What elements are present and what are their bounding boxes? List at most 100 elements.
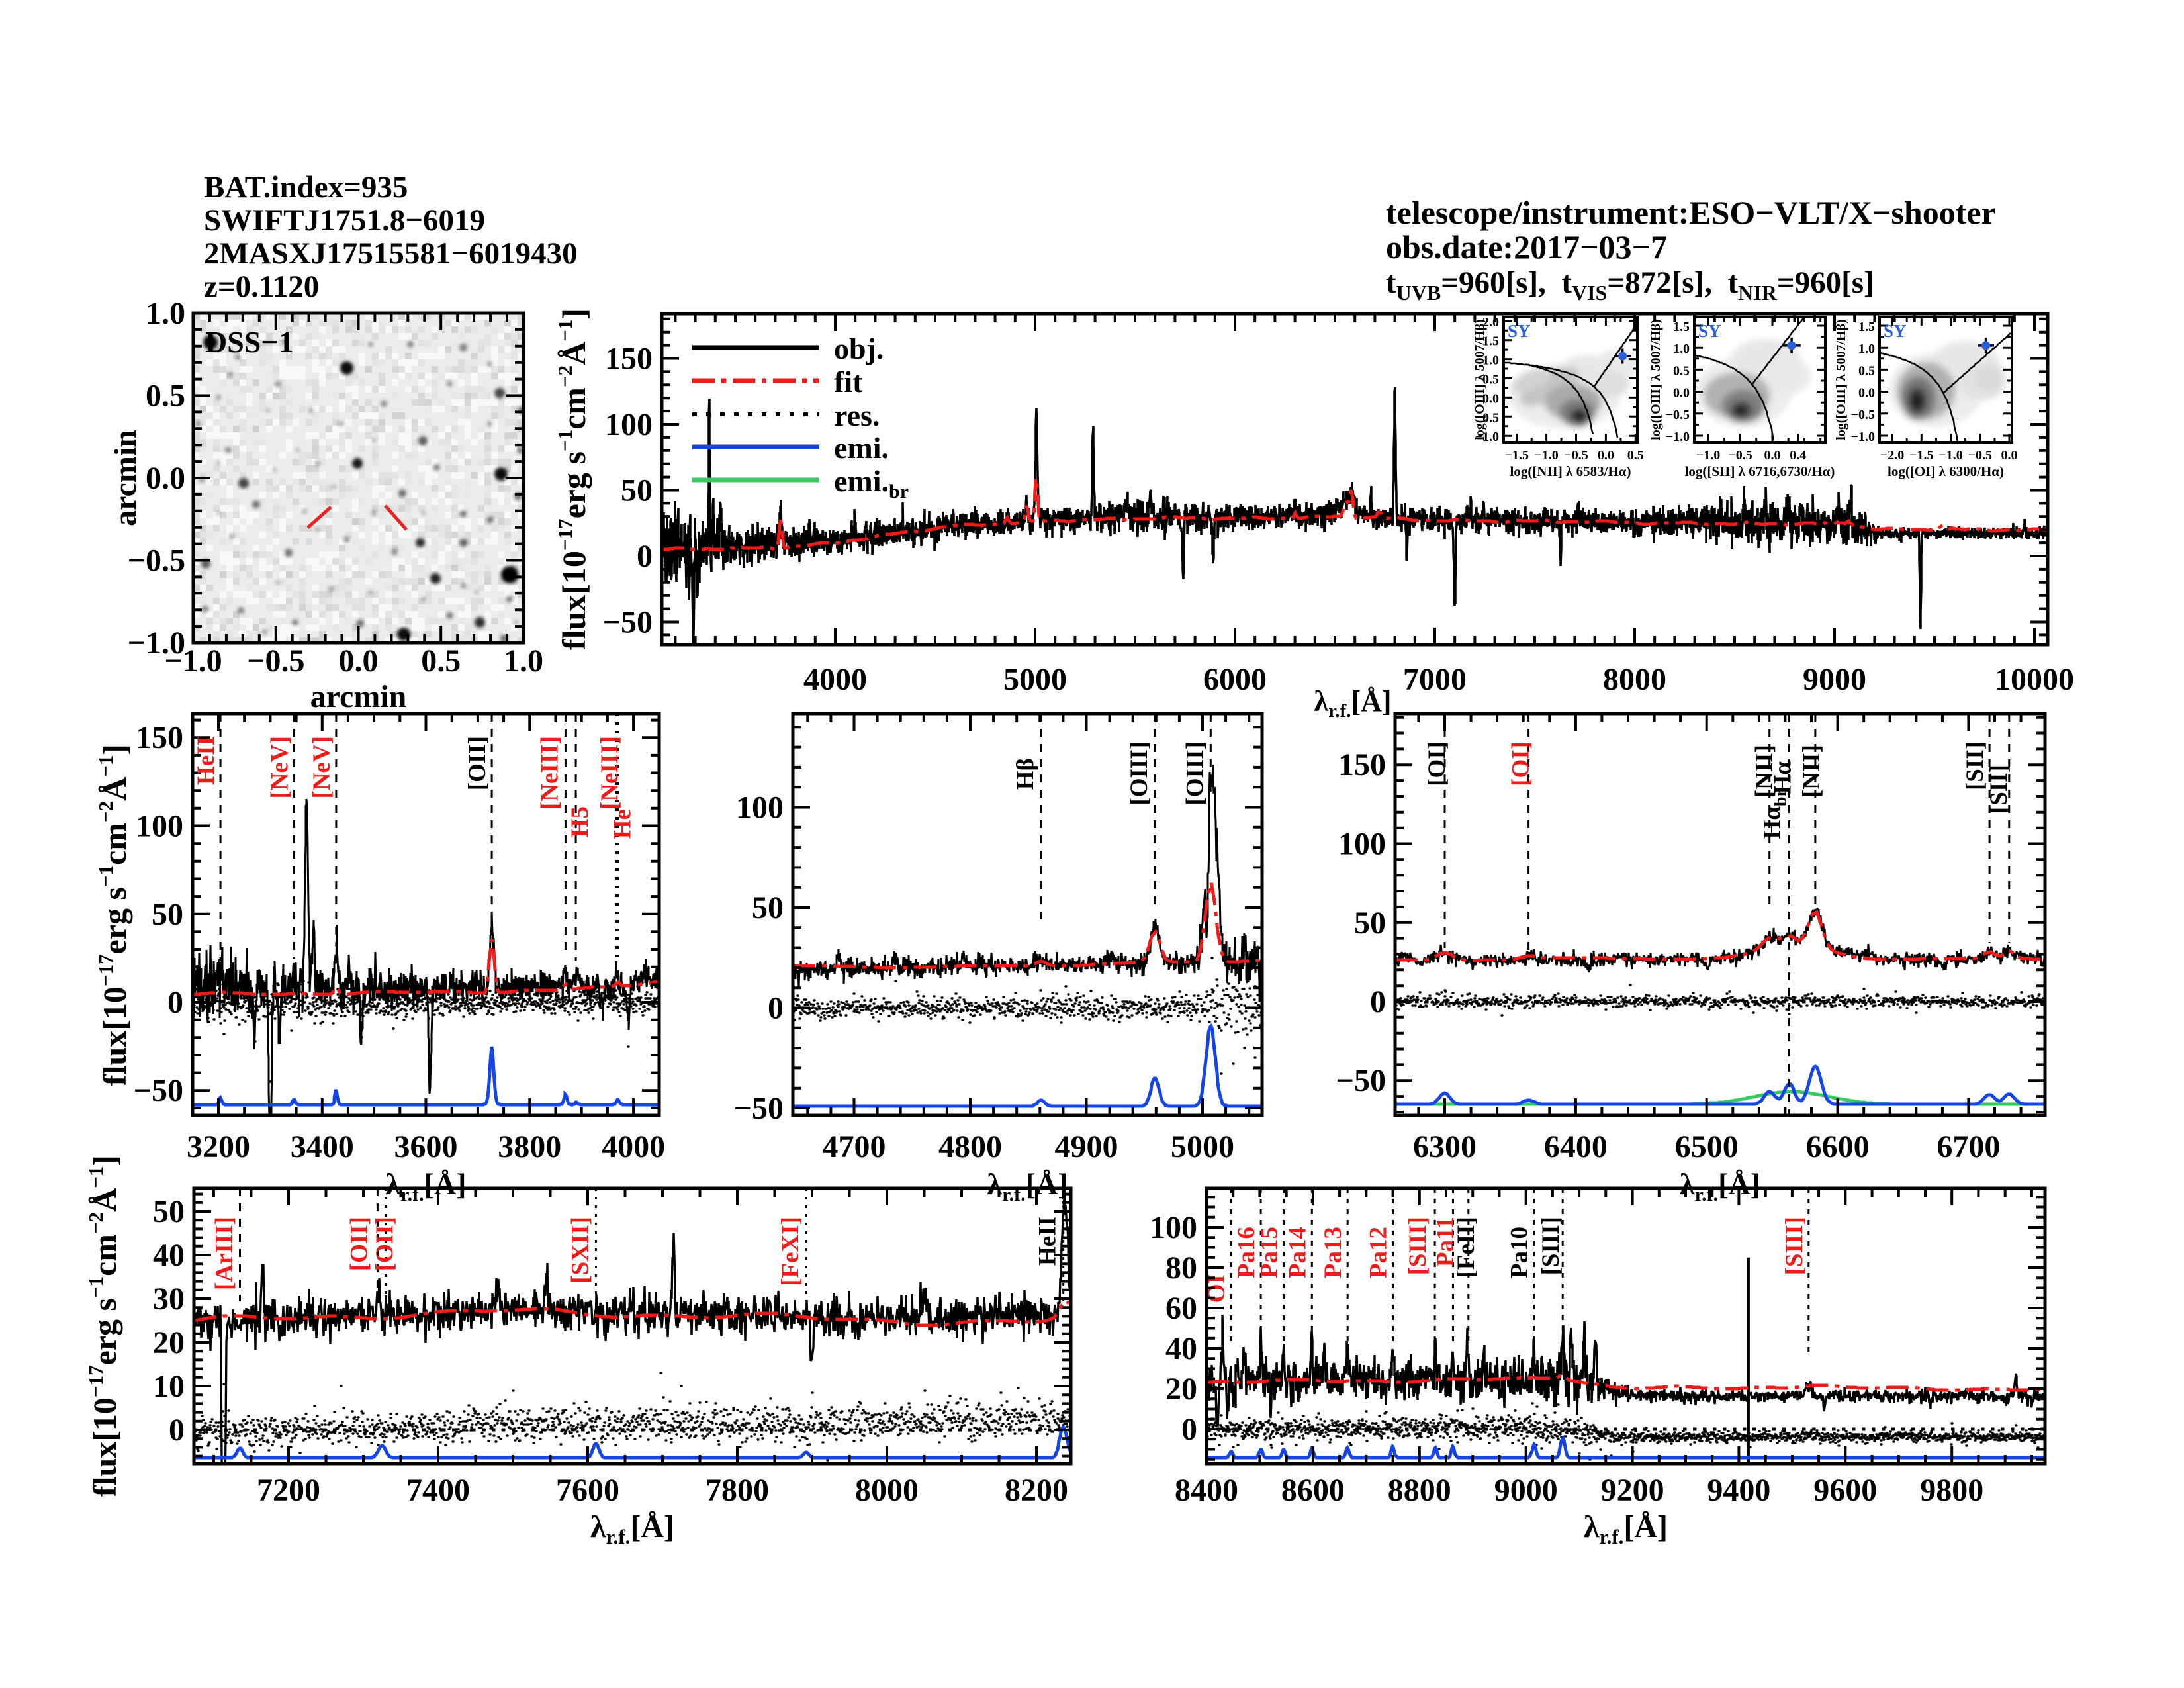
svg-text:0.0: 0.0 bbox=[1598, 448, 1614, 463]
svg-text:−0.5: −0.5 bbox=[1564, 448, 1588, 463]
svg-text:3800: 3800 bbox=[498, 1129, 561, 1164]
svg-text:[SII]: [SII] bbox=[1985, 765, 2013, 814]
svg-text:emi.br: emi.br bbox=[834, 464, 909, 502]
svg-text:flux[10−17erg s−1cm−2Å−1]: flux[10−17erg s−1cm−2Å−1] bbox=[94, 744, 133, 1086]
svg-text:−1.5: −1.5 bbox=[1505, 448, 1529, 463]
svg-text:0: 0 bbox=[637, 539, 653, 574]
svg-text:−1.0: −1.0 bbox=[1475, 430, 1499, 444]
svg-text:−1.0: −1.0 bbox=[1696, 448, 1720, 463]
svg-text:9400: 9400 bbox=[1707, 1473, 1770, 1508]
svg-text:0: 0 bbox=[167, 985, 183, 1020]
svg-text:50: 50 bbox=[152, 897, 183, 932]
svg-text:3200: 3200 bbox=[187, 1129, 250, 1164]
svg-text:0.0: 0.0 bbox=[1482, 391, 1499, 406]
svg-text:λr.f.[Å]: λr.f.[Å] bbox=[987, 1167, 1068, 1205]
svg-text:Hβ: Hβ bbox=[1012, 758, 1039, 790]
svg-text:20: 20 bbox=[1165, 1372, 1197, 1407]
svg-text:flux[10−17erg s−1cm−2Å−1]: flux[10−17erg s−1cm−2Å−1] bbox=[84, 1155, 123, 1497]
svg-text:2MASXJ17515581−6019430: 2MASXJ17515581−6019430 bbox=[204, 236, 578, 271]
svg-text:8000: 8000 bbox=[855, 1473, 919, 1508]
svg-text:0.5: 0.5 bbox=[1673, 363, 1690, 378]
svg-text:6300: 6300 bbox=[1413, 1129, 1477, 1164]
svg-text:50: 50 bbox=[752, 890, 784, 925]
svg-text:30: 30 bbox=[153, 1282, 185, 1317]
svg-text:8800: 8800 bbox=[1388, 1473, 1451, 1508]
svg-text:[SII]: [SII] bbox=[1962, 741, 1989, 790]
svg-text:3600: 3600 bbox=[394, 1129, 458, 1164]
svg-text:[OII]: [OII] bbox=[371, 1217, 398, 1271]
svg-text:obs.date:2017−03−7: obs.date:2017−03−7 bbox=[1386, 228, 1667, 265]
svg-text:0: 0 bbox=[1181, 1412, 1197, 1447]
svg-text:telescope/instrument:ESO−VLT/X: telescope/instrument:ESO−VLT/X−shooter bbox=[1386, 194, 1996, 231]
svg-text:[SIII]: [SIII] bbox=[1404, 1217, 1432, 1275]
svg-text:6600: 6600 bbox=[1806, 1129, 1870, 1164]
svg-text:[SIII]: [SIII] bbox=[1781, 1217, 1808, 1275]
svg-text:Pa15: Pa15 bbox=[1256, 1227, 1283, 1278]
svg-text:100: 100 bbox=[136, 809, 183, 844]
svg-text:1.0: 1.0 bbox=[1858, 342, 1875, 356]
svg-text:9600: 9600 bbox=[1813, 1473, 1877, 1508]
svg-text:tUVB=960[s], tVIS=872[s], tN: tUVB=960[s], tVIS=872[s], tNIR=960[s] bbox=[1386, 265, 1874, 305]
svg-text:−0.5: −0.5 bbox=[1475, 410, 1499, 425]
svg-text:0.0: 0.0 bbox=[1673, 386, 1690, 400]
svg-text:obj.: obj. bbox=[834, 332, 884, 365]
svg-text:7400: 7400 bbox=[406, 1473, 470, 1508]
svg-text:[OIII]: [OIII] bbox=[1126, 741, 1153, 806]
svg-text:arcmin: arcmin bbox=[310, 679, 407, 714]
svg-text:4800: 4800 bbox=[938, 1129, 1002, 1164]
svg-text:0.0: 0.0 bbox=[146, 461, 185, 496]
svg-text:log([SII] λ 6716,6730/Hα): log([SII] λ 6716,6730/Hα) bbox=[1685, 463, 1835, 479]
svg-text:−2.0: −2.0 bbox=[1880, 448, 1904, 463]
svg-text:10: 10 bbox=[153, 1369, 185, 1404]
svg-text:0.5: 0.5 bbox=[1627, 448, 1644, 463]
svg-text:10000: 10000 bbox=[1995, 662, 2074, 697]
svg-text:150: 150 bbox=[136, 720, 183, 755]
svg-text:4700: 4700 bbox=[823, 1129, 886, 1164]
svg-text:[OI]: [OI] bbox=[1424, 741, 1451, 786]
svg-text:λr.f.[Å]: λr.f.[Å] bbox=[1680, 1167, 1760, 1205]
svg-text:100: 100 bbox=[605, 407, 653, 442]
svg-text:−1.5: −1.5 bbox=[1909, 448, 1933, 463]
svg-text:Pa12: Pa12 bbox=[1365, 1227, 1392, 1278]
svg-text:[OII]: [OII] bbox=[345, 1217, 373, 1271]
svg-text:6500: 6500 bbox=[1675, 1129, 1739, 1164]
svg-text:[NII]: [NII] bbox=[1751, 745, 1778, 798]
svg-text:HeII: HeII bbox=[193, 736, 220, 785]
svg-text:7000: 7000 bbox=[1403, 662, 1467, 697]
svg-text:BAT.index=935: BAT.index=935 bbox=[204, 170, 408, 205]
svg-text:6700: 6700 bbox=[1936, 1129, 2000, 1164]
svg-text:arcmin: arcmin bbox=[108, 430, 143, 526]
svg-text:SY: SY bbox=[1698, 321, 1721, 341]
svg-text:−50: −50 bbox=[603, 605, 653, 640]
svg-text:100: 100 bbox=[736, 790, 784, 825]
svg-text:1.0: 1.0 bbox=[1673, 342, 1690, 356]
svg-text:9200: 9200 bbox=[1601, 1473, 1664, 1508]
svg-text:He: He bbox=[609, 809, 636, 839]
svg-text:[NeV]: [NeV] bbox=[308, 736, 336, 799]
svg-text:8400: 8400 bbox=[1175, 1473, 1238, 1508]
svg-text:log([OI] λ 6300/Hα): log([OI] λ 6300/Hα) bbox=[1888, 463, 2004, 479]
svg-text:HeII: HeII bbox=[1034, 1217, 1062, 1266]
svg-text:[NeIII]: [NeIII] bbox=[596, 736, 623, 810]
svg-text:−0.5: −0.5 bbox=[128, 543, 185, 579]
svg-text:[NeIII]: [NeIII] bbox=[536, 736, 563, 810]
svg-text:9000: 9000 bbox=[1494, 1473, 1558, 1508]
svg-text:8600: 8600 bbox=[1281, 1473, 1345, 1508]
svg-text:Pa10: Pa10 bbox=[1506, 1227, 1533, 1278]
svg-text:H5: H5 bbox=[567, 806, 594, 837]
svg-text:8200: 8200 bbox=[1005, 1473, 1068, 1508]
svg-text:0: 0 bbox=[169, 1413, 185, 1448]
svg-text:−1.0: −1.0 bbox=[164, 643, 222, 679]
svg-text:Pa14: Pa14 bbox=[1284, 1227, 1311, 1278]
svg-text:6400: 6400 bbox=[1544, 1129, 1608, 1164]
svg-text:0: 0 bbox=[768, 991, 784, 1026]
svg-text:log([OIII] λ 5007/Hβ): log([OIII] λ 5007/Hβ) bbox=[1473, 319, 1487, 440]
svg-text:5000: 5000 bbox=[1003, 662, 1067, 697]
svg-text:7800: 7800 bbox=[705, 1473, 769, 1508]
svg-text:λr.f.[Å]: λr.f.[Å] bbox=[1584, 1509, 1668, 1548]
svg-text:0.0: 0.0 bbox=[339, 643, 379, 679]
svg-text:λr.f.[Å]: λr.f.[Å] bbox=[385, 1167, 466, 1205]
svg-text:[SXII]: [SXII] bbox=[567, 1217, 594, 1284]
svg-text:40: 40 bbox=[1165, 1331, 1197, 1366]
svg-text:0.4: 0.4 bbox=[1790, 448, 1806, 463]
